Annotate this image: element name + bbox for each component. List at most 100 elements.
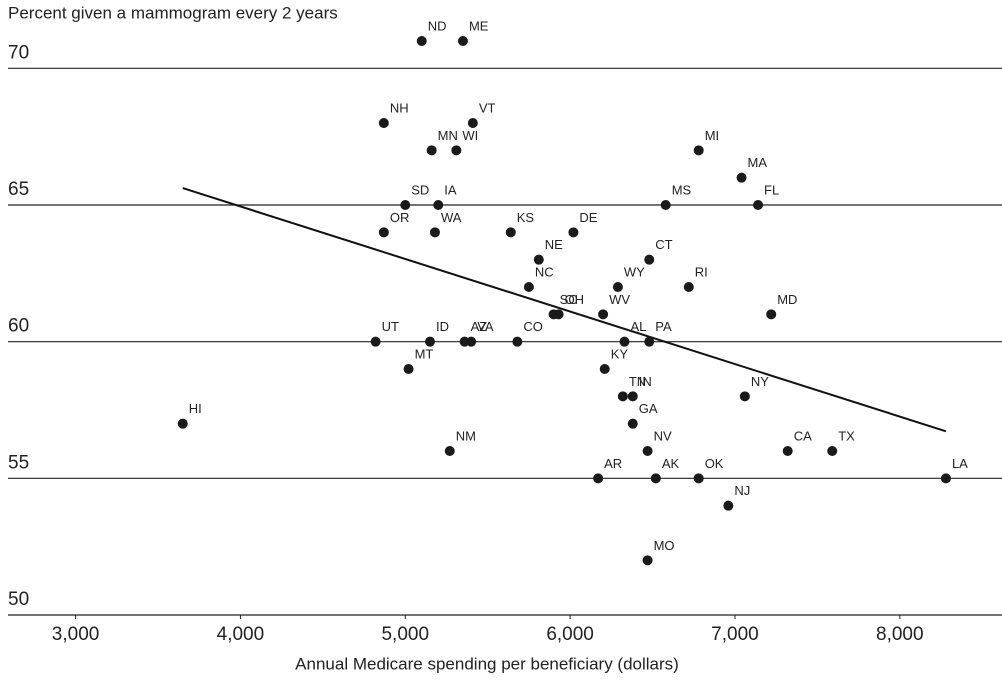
point (553, 309, 564, 320)
point (627, 418, 638, 429)
point-label: AK (662, 456, 680, 471)
point-label: WA (441, 210, 462, 225)
point (753, 200, 764, 210)
point-label: PA (655, 319, 672, 334)
point-label: CO (523, 319, 543, 334)
point-label: OH (565, 292, 585, 307)
point-label: MS (672, 182, 692, 197)
point (660, 200, 671, 210)
chart-title: Percent given a mammogram every 2 years (8, 3, 338, 22)
point (739, 391, 750, 402)
x-tick-label: 4,000 (217, 624, 265, 645)
point (619, 336, 630, 347)
point (433, 200, 444, 210)
point-label: NM (456, 428, 476, 443)
point (467, 118, 478, 128)
point (693, 473, 704, 484)
point (400, 200, 411, 210)
y-tick-label: 60 (8, 316, 29, 337)
point-label: ND (428, 18, 447, 33)
point (457, 36, 468, 46)
point-label: TN (629, 374, 646, 389)
x-tick-label: 3,000 (52, 624, 100, 645)
point (782, 446, 793, 456)
point-label: NY (751, 374, 769, 389)
point (766, 309, 777, 320)
point (378, 118, 389, 128)
point (451, 145, 462, 156)
point-label: WY (624, 264, 645, 279)
point-label: NC (535, 264, 554, 279)
point-label: KS (517, 210, 535, 225)
y-tick-label: 65 (8, 179, 29, 200)
point-label: OR (390, 210, 410, 225)
point (533, 254, 544, 265)
point-label: MA (748, 155, 768, 170)
y-tick-label: 70 (8, 42, 29, 63)
point (568, 227, 579, 238)
point (723, 500, 734, 511)
point (683, 282, 694, 292)
point (466, 336, 477, 347)
point (642, 555, 653, 566)
point-label: AZ (471, 319, 488, 334)
point (736, 172, 747, 183)
point-label: OK (705, 456, 724, 471)
point-label: MO (654, 538, 675, 553)
x-tick-label: 8,000 (876, 624, 924, 645)
point-label: GA (639, 401, 658, 416)
point (424, 336, 435, 347)
point-label: CA (794, 428, 812, 443)
point-label: MN (438, 128, 458, 143)
point (370, 336, 381, 347)
y-tick-label: 55 (8, 452, 29, 473)
y-tick-label: 50 (8, 589, 29, 610)
point-label: RI (695, 264, 708, 279)
point-label: IA (444, 182, 457, 197)
point-label: ID (436, 319, 449, 334)
point-label: IN (639, 374, 652, 389)
point (627, 391, 638, 402)
point (426, 145, 437, 156)
point (177, 418, 188, 429)
x-axis-label: Annual Medicare spending per beneficiary… (295, 654, 679, 673)
point-label: MT (415, 346, 434, 361)
point (416, 36, 427, 46)
point (523, 282, 534, 292)
point (403, 364, 414, 374)
point (505, 227, 516, 238)
point-label: VT (479, 100, 496, 115)
point-label: NJ (734, 483, 750, 498)
trend-line (182, 187, 947, 433)
point (599, 364, 610, 374)
x-tick-label: 7,000 (711, 624, 759, 645)
point (644, 336, 655, 347)
point (693, 145, 704, 156)
point (512, 336, 523, 347)
point-label: VA (477, 319, 494, 334)
point-label: NE (545, 237, 563, 252)
point (940, 473, 951, 484)
point-label: NV (654, 428, 672, 443)
point-label: DE (579, 210, 597, 225)
point-label: AL (631, 319, 647, 334)
point-label: SC (560, 292, 578, 307)
point-label: KY (611, 346, 629, 361)
point (612, 282, 623, 292)
point-label: CT (655, 237, 672, 252)
point (378, 227, 389, 238)
point-label: MI (705, 128, 719, 143)
point (644, 254, 655, 265)
point-label: LA (952, 456, 968, 471)
point (617, 391, 628, 402)
point-label: MD (777, 292, 797, 307)
point (827, 446, 838, 456)
point-label: UT (382, 319, 399, 334)
point-label: NH (390, 100, 409, 115)
point (598, 309, 609, 320)
x-tick-label: 6,000 (546, 624, 594, 645)
point-label: HI (189, 401, 202, 416)
point (593, 473, 604, 484)
